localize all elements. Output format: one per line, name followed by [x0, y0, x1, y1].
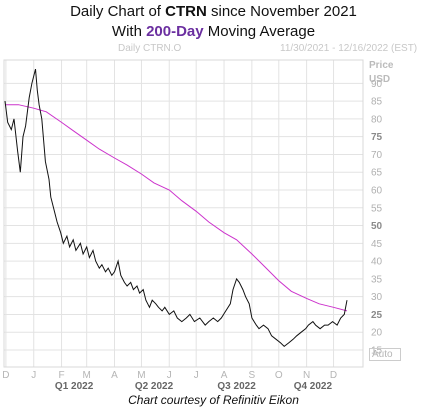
y-tick-label: 15: [371, 346, 383, 357]
title-suffix: since November 2021: [206, 3, 357, 20]
x-tick-label: J: [31, 370, 36, 381]
quarter-label: Q2 2022: [135, 381, 174, 392]
x-axis-quarter-ticks: Q1 2022 Q2 2022 Q3 2022 Q4 2022: [55, 381, 333, 392]
moving-average-line: [5, 104, 348, 312]
quarter-label: Q4 2022: [294, 381, 333, 392]
y-axis-ticks: 15 20 25 30 35 40 45 50 55 60 65 70 75 80 85 90: [371, 79, 383, 357]
auto-scale-button[interactable]: Auto: [369, 348, 401, 361]
title-ticker: CTRN: [165, 3, 207, 20]
y-tick-label: 85: [371, 97, 383, 108]
x-tick-label: O: [275, 370, 283, 381]
x-tick-label: F: [58, 370, 64, 381]
x-tick-label: A: [111, 370, 118, 381]
x-tick-label: J: [194, 370, 199, 381]
y-tick-label: 35: [371, 274, 383, 285]
chart-title-line-1: Daily Chart of CTRN since November 2021: [0, 3, 427, 20]
plot-frame: [3, 59, 364, 368]
x-tick-label: A: [221, 370, 228, 381]
y-tick-label: 25: [371, 310, 383, 321]
y-tick-label: 20: [371, 328, 383, 339]
chart-grid: [4, 60, 363, 367]
x-tick-label: S: [249, 370, 256, 381]
quarter-label: Q3 2022: [217, 381, 256, 392]
y-tick-label: 60: [371, 186, 383, 197]
x-tick-label: J: [167, 370, 172, 381]
quarter-label: Q1 2022: [55, 381, 94, 392]
y-tick-label: 90: [371, 79, 383, 90]
y-tick-label: 80: [371, 114, 383, 125]
y-tick-label: 50: [371, 221, 383, 232]
axis-header-price: Price: [369, 60, 394, 71]
x-tick-label: M: [137, 370, 145, 381]
chart-credit: Chart courtesy of Refinitiv Eikon: [128, 393, 299, 407]
y-tick-label: 65: [371, 168, 383, 179]
y-tick-label: 40: [371, 257, 383, 268]
chart-title-line-2: With 200-Day Moving Average: [0, 23, 427, 40]
title2-highlight: 200-Day: [146, 23, 204, 40]
x-tick-label: N: [303, 370, 310, 381]
x-tick-label: D: [330, 370, 337, 381]
y-tick-label: 45: [371, 239, 383, 250]
y-tick-label: 30: [371, 292, 383, 303]
y-tick-label: 55: [371, 203, 383, 214]
axis-header-currency: USD: [369, 74, 391, 85]
title2-prefix: With: [111, 23, 147, 40]
y-tick-label: 75: [371, 132, 383, 143]
title2-suffix: Moving Average: [203, 23, 316, 40]
instrument-label: Daily CTRN.O: [118, 43, 182, 54]
x-tick-label: D: [2, 370, 9, 381]
date-range-label: 11/30/2021 - 12/16/2022 (EST): [280, 43, 418, 54]
title-prefix: Daily Chart of: [70, 3, 166, 20]
x-tick-label: M: [83, 370, 91, 381]
price-line: [4, 68, 348, 348]
y-tick-label: 70: [371, 150, 383, 161]
